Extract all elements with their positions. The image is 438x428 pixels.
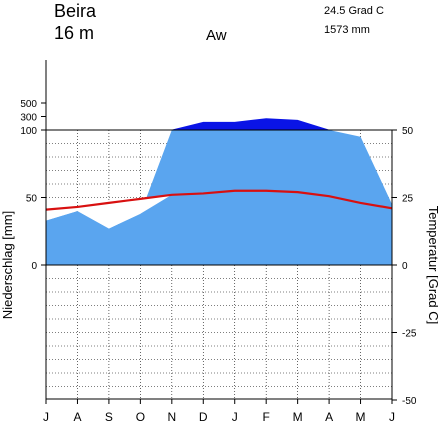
temperature-line xyxy=(45,189,393,211)
station-name: Beira xyxy=(54,1,97,21)
month-label: D xyxy=(199,410,208,424)
temperature-line-layer xyxy=(45,189,393,211)
left-tick-label: 500 xyxy=(20,99,37,110)
precipitation-excess-area xyxy=(46,118,392,130)
month-label: F xyxy=(263,410,270,424)
right-axis-label: Temperatur [Grad C] xyxy=(426,206,438,325)
left-tick-label: 300 xyxy=(20,113,37,124)
right-tick-label: -25 xyxy=(402,329,417,340)
annual-precipitation: 1573 mm xyxy=(324,24,370,36)
tick-label-layer: 0 50 100 300 500 -50 -25 0 25 50 J A S O N D J F M A M J xyxy=(20,99,417,424)
month-label: J xyxy=(232,410,238,424)
right-tick-label: 50 xyxy=(402,126,414,137)
left-tick-label: 0 xyxy=(31,261,37,272)
month-label: M xyxy=(293,410,303,424)
right-tick-label: -50 xyxy=(402,396,417,407)
climate-class: Aw xyxy=(206,27,227,44)
station-elevation: 16 m xyxy=(54,23,94,43)
month-label: A xyxy=(325,410,333,424)
right-tick-label: 0 xyxy=(402,261,408,272)
left-tick-label: 100 xyxy=(20,126,37,137)
left-tick-label: 50 xyxy=(26,194,38,205)
left-axis-label: Niederschlag [mm] xyxy=(0,211,15,319)
month-label: J xyxy=(43,410,49,424)
month-label: O xyxy=(136,410,145,424)
month-label: M xyxy=(356,410,366,424)
month-label: J xyxy=(389,410,395,424)
mean-temperature: 24.5 Grad C xyxy=(324,5,384,17)
month-label: A xyxy=(73,410,81,424)
month-label: S xyxy=(105,410,113,424)
month-label: N xyxy=(167,410,176,424)
precipitation-area xyxy=(46,130,392,265)
right-tick-label: 25 xyxy=(402,194,414,205)
